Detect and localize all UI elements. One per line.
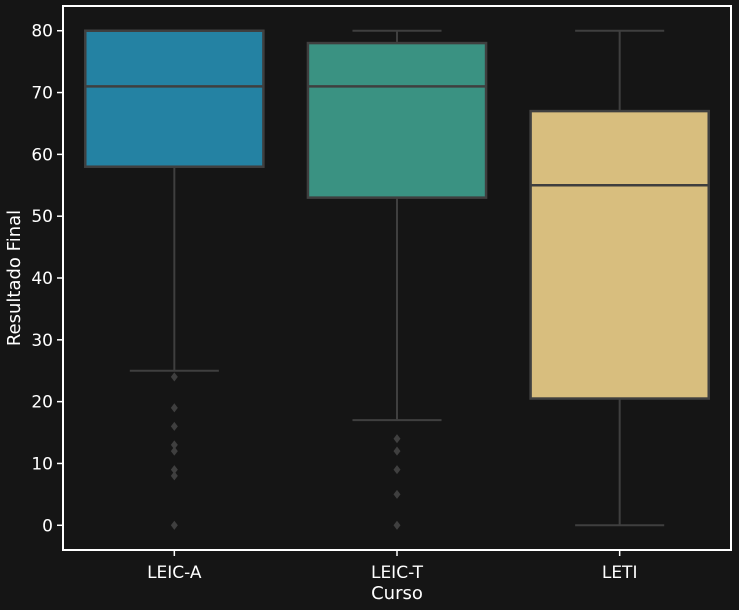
- plot-frame: [62, 5, 732, 551]
- boxes-layer: [84, 29, 710, 530]
- outlier-point: [170, 403, 178, 413]
- box-iqr: [529, 109, 710, 400]
- x-ticks: LEIC-A LEIC-T LETI: [147, 550, 637, 583]
- y-tick-label: 50: [31, 207, 53, 227]
- outlier-point: [170, 446, 178, 456]
- box-group: [529, 29, 710, 527]
- outlier-point: [393, 489, 401, 499]
- y-tick-label: 30: [31, 331, 53, 351]
- outlier-point: [393, 465, 401, 475]
- y-tick-label: 60: [31, 145, 53, 165]
- outlier-point: [170, 372, 178, 382]
- outlier-point: [170, 520, 178, 530]
- box-iqr: [84, 29, 265, 168]
- y-tick-label: 0: [42, 516, 53, 536]
- y-tick-label: 10: [31, 454, 53, 474]
- x-tick-label: LEIC-T: [371, 563, 424, 583]
- x-tick-label: LETI: [602, 563, 638, 583]
- x-tick-label: LEIC-A: [147, 563, 202, 583]
- box-group: [84, 29, 265, 530]
- y-tick-label: 20: [31, 393, 53, 413]
- x-axis-label: Curso: [371, 583, 423, 604]
- outlier-point: [170, 440, 178, 450]
- outlier-point: [170, 421, 178, 431]
- outlier-point: [393, 434, 401, 444]
- y-tick-label: 70: [31, 84, 53, 104]
- y-tick-label: 80: [31, 22, 53, 42]
- outlier-point: [393, 520, 401, 530]
- y-ticks: 0 10 20 30 40 50 60 70 80: [31, 22, 63, 536]
- y-axis-label: Resultado Final: [4, 210, 25, 346]
- outlier-point: [393, 446, 401, 456]
- outlier-point: [170, 465, 178, 475]
- box-group: [306, 29, 488, 530]
- box-iqr: [306, 41, 488, 199]
- outlier-point: [170, 471, 178, 481]
- y-tick-label: 40: [31, 269, 53, 289]
